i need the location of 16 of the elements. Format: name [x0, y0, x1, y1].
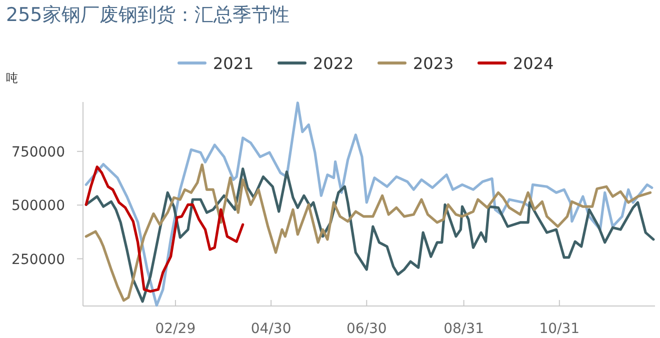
y-tick-label: 750000 [12, 144, 65, 160]
legend-label: 2023 [413, 54, 454, 73]
x-tick-label: 06/30 [346, 321, 387, 337]
chart-title: 255家钢厂废钢到货：汇总季节性 [6, 4, 290, 26]
x-tick-label: 04/30 [250, 321, 292, 337]
y-tick-label: 500000 [12, 198, 65, 214]
x-tick-label: 08/31 [444, 321, 484, 337]
x-tick-label: 02/29 [155, 321, 196, 337]
legend-label: 2024 [513, 54, 554, 73]
line-series [84, 166, 244, 293]
legend-label: 2021 [213, 54, 254, 73]
y-tick-label: 250000 [12, 252, 65, 268]
line-series [84, 102, 654, 307]
legend-label: 2022 [313, 54, 354, 73]
x-tick-label: 10/31 [539, 321, 580, 337]
y-axis-title: 吨 [6, 71, 18, 85]
